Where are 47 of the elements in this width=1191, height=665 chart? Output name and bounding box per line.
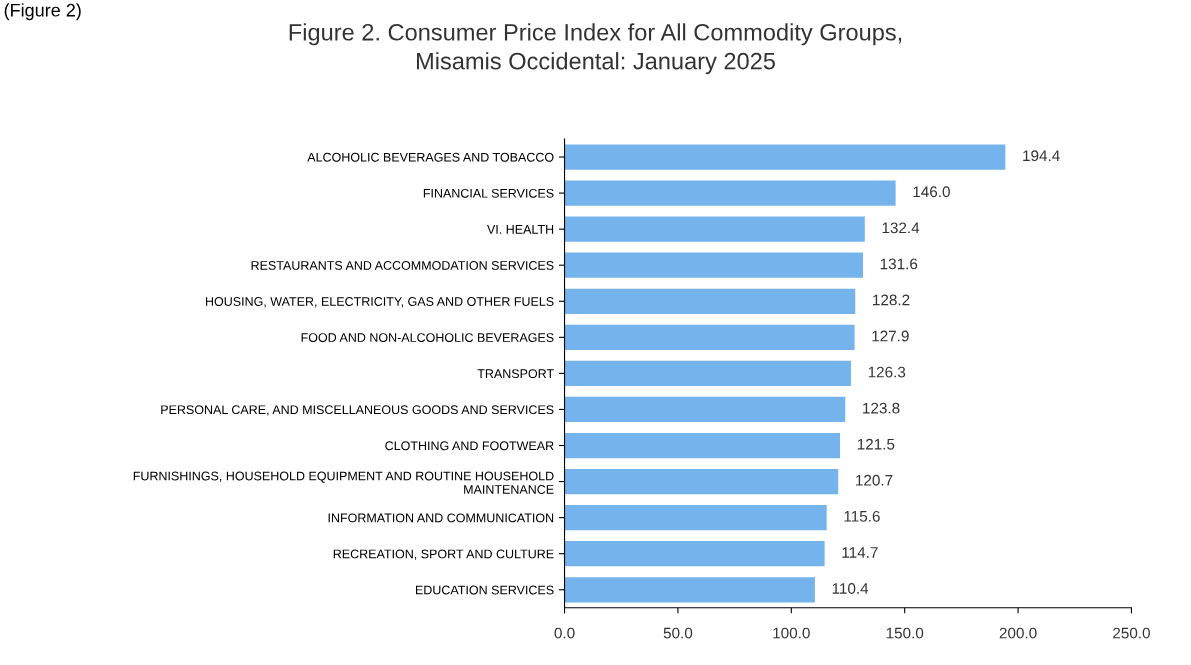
data-label: 123.8 xyxy=(863,402,900,414)
bar xyxy=(564,360,851,387)
bar xyxy=(564,396,846,423)
x-tick-label: 100.0 xyxy=(773,627,810,639)
text: (Figure 2) xyxy=(4,3,81,21)
data-label: 131.6 xyxy=(880,258,918,270)
y-tick-label: RECREATION, SPORT AND CULTURE xyxy=(333,549,554,560)
y-tick-label: EDUCATION SERVICES xyxy=(415,585,554,595)
x-tick-label: 50.0 xyxy=(663,627,693,639)
y-tick-label: FINANCIAL SERVICES xyxy=(423,188,554,198)
data-label: 126.3 xyxy=(868,366,906,378)
data-label: 115.6 xyxy=(844,510,880,522)
bar xyxy=(564,252,863,278)
chart-title: Figure 2. Consumer Price Index for All Commodity Groups, Misamis Occidental: January 2025 xyxy=(289,23,902,75)
bar xyxy=(564,324,855,350)
data-label: 114.7 xyxy=(842,547,878,558)
y-tick-label: FURNISHINGS, HOUSEHOLD EQUIPMENT AND ROUTINE HOUSEHOLD MAINTENANCE xyxy=(133,471,554,494)
y-tick-label: PERSONAL CARE, AND MISCELLANEOUS GOODS AND SERVICES xyxy=(161,405,554,416)
data-label: 127.9 xyxy=(872,330,909,342)
bar xyxy=(564,144,1006,170)
bar xyxy=(564,468,839,495)
bar xyxy=(564,505,827,531)
bar xyxy=(564,216,865,242)
x-tick-label: 0.0 xyxy=(554,627,575,639)
data-label: 194.4 xyxy=(1023,150,1060,162)
x-tick-label: 250.0 xyxy=(1113,627,1150,639)
data-label: 110.4 xyxy=(832,583,869,594)
data-label: 132.4 xyxy=(882,222,920,234)
bar xyxy=(564,180,896,206)
y-tick-label: CLOTHING AND FOOTWEAR xyxy=(385,441,554,451)
y-tick-label: HOUSING, WATER, ELECTRICITY, GAS AND OTHER FUELS xyxy=(206,297,554,308)
data-label: 128.2 xyxy=(873,294,910,306)
bar xyxy=(564,288,856,314)
data-label: 120.7 xyxy=(856,474,893,486)
bar xyxy=(564,432,841,459)
y-tick-label: TRANSPORT xyxy=(477,369,554,379)
bar xyxy=(564,541,825,567)
bar xyxy=(564,577,815,603)
y-tick-label: VI. HEALTH xyxy=(487,225,554,234)
y-tick-label: FOOD AND NON-ALCOHOLIC BEVERAGES xyxy=(301,333,554,342)
y-tick-label: ALCOHOLIC BEVERAGES AND TOBACCO xyxy=(307,152,554,162)
x-tick-label: 200.0 xyxy=(999,627,1037,639)
data-label: 146.0 xyxy=(913,186,950,198)
y-tick-label: RESTAURANTS AND ACCOMMODATION SERVICES xyxy=(251,261,554,270)
data-label: 121.5 xyxy=(857,438,895,450)
y-tick-label: INFORMATION AND COMMUNICATION xyxy=(328,513,554,523)
x-tick-label: 150.0 xyxy=(886,627,924,639)
